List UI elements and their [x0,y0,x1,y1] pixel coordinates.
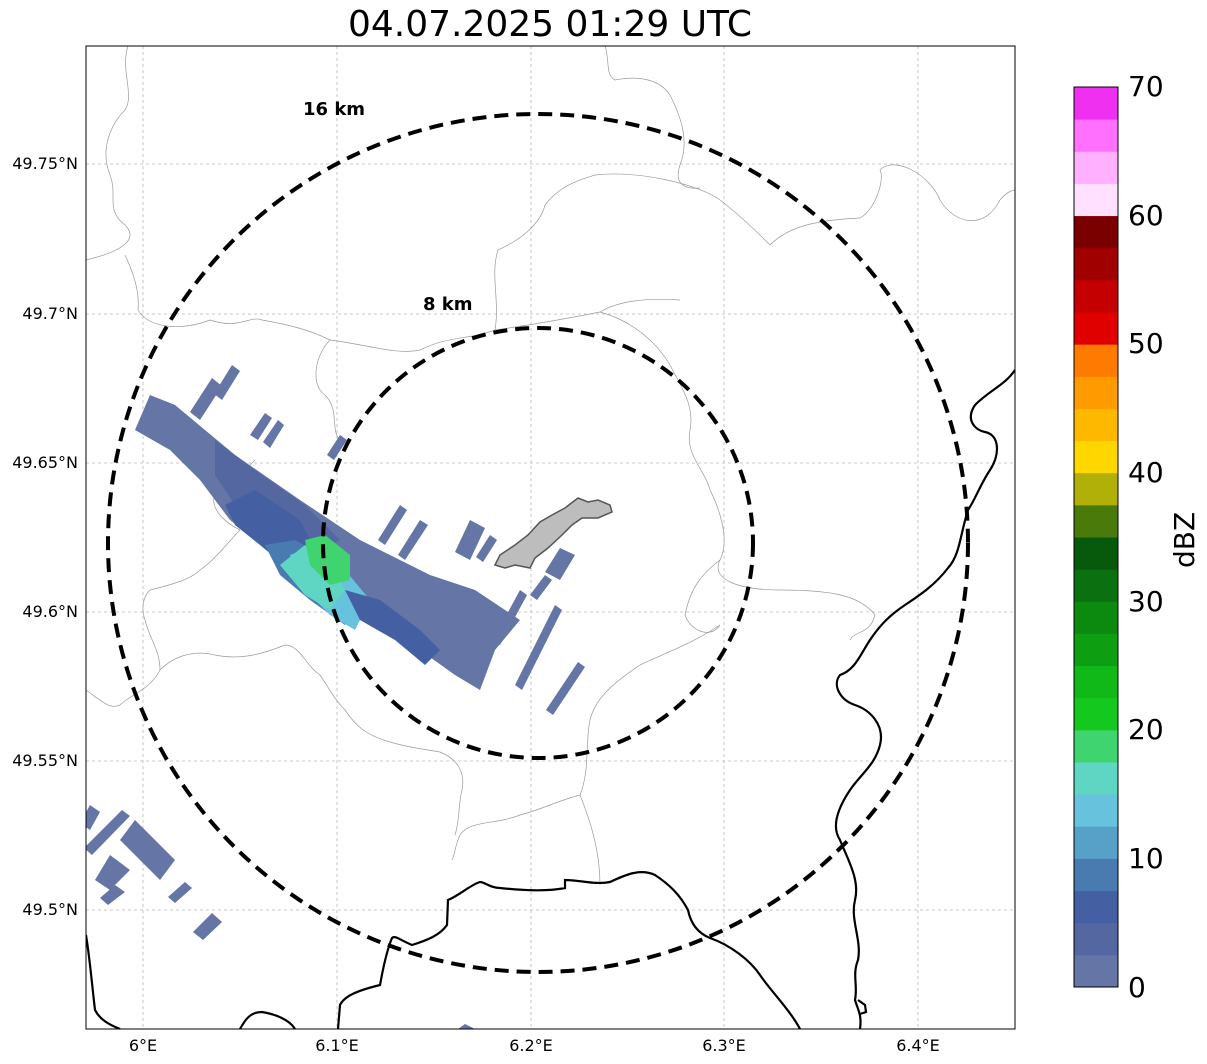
colorbar-tick: 40 [1128,456,1164,489]
colorbar-segment [1074,376,1118,409]
colorbar-segment [1074,890,1118,924]
lat-tick: 49.55°N [12,751,78,770]
lon-tick: 6.4°E [896,1036,940,1055]
colorbar-segment [1074,922,1118,956]
echo-streaks [86,365,585,1029]
lon-tick: 6.2°E [509,1036,553,1055]
colorbar-segment [1074,472,1118,506]
admin-boundaries [86,46,1015,886]
lon-tick: 6°E [128,1036,158,1055]
map-frame [85,45,1016,1030]
gridlines [86,46,1015,1029]
colorbar-segment [1074,858,1118,892]
colorbar-segment [1074,440,1118,474]
lat-tick: 49.5°N [22,900,78,919]
colorbar-tick: 10 [1128,842,1164,875]
colorbar-segment [1074,601,1118,634]
colorbar-segment [1074,408,1118,442]
colorbar-segment [1074,794,1118,827]
lon-tick: 6.1°E [315,1036,359,1055]
echo-green-peak [305,535,350,585]
colorbar-segment [1074,633,1118,667]
lat-tick: 49.6°N [22,602,78,621]
colorbar-segment [1074,537,1118,570]
colorbar-tick: 0 [1128,971,1146,1004]
radar-echoes [86,365,585,1029]
colorbar-segment [1074,119,1118,152]
colorbar-tick: 70 [1128,70,1164,103]
range-ring-8km [321,326,755,760]
echo-band-lower [345,590,440,665]
lon-tick: 6.3°E [702,1036,746,1055]
ring-label-8km: 8 km [423,294,473,315]
colorbar-segment [1074,183,1118,217]
colorbar-segment [1074,279,1118,313]
national-border [86,369,1015,1029]
colorbar-segment [1074,247,1118,281]
colorbar-segment [1074,87,1118,120]
colorbar-segment [1074,504,1118,538]
colorbar-segment [1074,826,1118,859]
colorbar-segment [1074,762,1118,795]
colorbar-frame [1073,86,1119,988]
city-area [493,497,613,569]
lat-tick: 49.65°N [12,453,78,472]
colorbar-tick: 60 [1128,199,1164,232]
ring-label-16km: 16 km [303,99,365,120]
echo-band-core [215,440,340,555]
colorbar-tick: 20 [1128,713,1164,746]
colorbar-tick: 30 [1128,585,1164,618]
colorbar-segment [1074,569,1118,602]
colorbar-segment [1074,665,1118,699]
colorbar-segment [1074,729,1118,763]
colorbar-segment [1074,151,1118,184]
colorbar [1073,86,1119,988]
colorbar-unit: dBZ [1168,511,1201,568]
colorbar-segment [1074,344,1118,377]
range-ring-16km [106,112,970,974]
colorbar-segment [1074,215,1118,249]
colorbar-segment [1074,312,1118,345]
colorbar-segment [1074,954,1118,988]
lat-tick: 49.75°N [12,154,78,173]
colorbar-tick: 50 [1128,327,1164,360]
lat-tick: 49.7°N [22,304,78,323]
map-title: 04.07.2025 01:29 UTC [347,4,753,45]
colorbar-segment [1074,697,1118,731]
